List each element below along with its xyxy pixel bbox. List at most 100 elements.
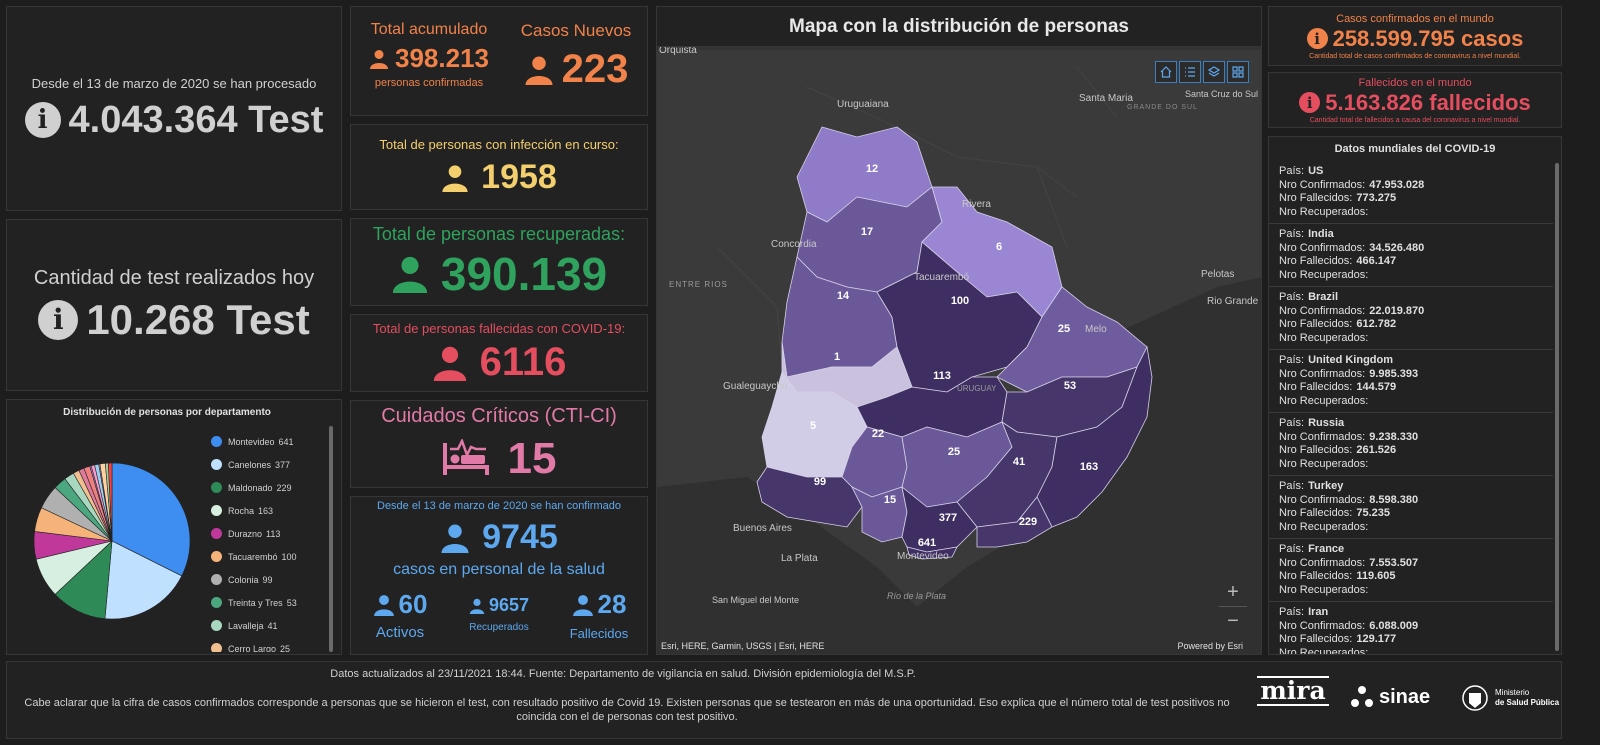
world-list-panel: Datos mundiales del COVID-19 País: US Nro … xyxy=(1268,136,1562,655)
region-label: 100 xyxy=(951,295,969,307)
world-field-label: País: xyxy=(1279,480,1305,492)
world-field-value: 8.598.380 xyxy=(1369,493,1419,506)
world-field-label: Nro Fallecidos: xyxy=(1279,444,1353,456)
cti-value: 15 xyxy=(507,433,557,483)
legend-item[interactable]: Tacuarembó 100 xyxy=(211,545,329,568)
world-country-item[interactable]: País: India Nro Confirmados: 34.526.480 Nro … xyxy=(1269,224,1553,287)
region-colonia[interactable] xyxy=(756,466,863,528)
svg-text:Pelotas: Pelotas xyxy=(1201,269,1234,280)
world-field-label: Nro Recuperados: xyxy=(1279,457,1369,470)
world-list-scrollbar[interactable] xyxy=(1555,163,1559,651)
legend-list-icon[interactable] xyxy=(1179,61,1201,83)
legend-swatch xyxy=(211,436,222,447)
world-field-label: Nro Confirmados: xyxy=(1279,556,1366,569)
accumulated-panel: Total acumulado 398.213 personas confirm… xyxy=(350,6,648,116)
layers-icon[interactable] xyxy=(1203,61,1225,83)
world-list[interactable]: País: US Nro Confirmados: 47.953.028 Nro Fal… xyxy=(1269,161,1553,654)
map-canvas[interactable]: 12 17 6 14 100 25 1 113 53 5 22 25 41 16… xyxy=(657,47,1262,655)
map-panel[interactable]: Mapa con la distribución de personas xyxy=(656,6,1262,655)
legend-label: Rocha xyxy=(228,505,255,516)
world-confirmed-panel: Casos confirmados en el mundo i 258.599.… xyxy=(1268,6,1562,66)
region-label: 15 xyxy=(884,494,896,506)
map-powered-by[interactable]: Powered by Esri xyxy=(1177,641,1243,651)
recovered-label: Total de personas recuperadas: xyxy=(372,223,626,244)
svg-text:Concordia: Concordia xyxy=(771,239,817,250)
legend-item[interactable]: Cerro Largo 25 xyxy=(211,637,329,652)
legend-value: 25 xyxy=(280,643,291,653)
person-icon xyxy=(392,256,427,293)
tests-label: Desde el 13 de marzo de 2020 se han proc… xyxy=(31,75,317,91)
region-label: 377 xyxy=(939,512,957,524)
region-maldonado[interactable] xyxy=(976,496,1053,548)
svg-text:Rio Grande: Rio Grande xyxy=(1207,296,1259,307)
person-icon xyxy=(370,49,388,69)
tests-panel: Desde el 13 de marzo de 2020 se han proc… xyxy=(6,6,342,211)
world-country-item[interactable]: País: Russia Nro Confirmados: 9.238.330 Nro … xyxy=(1269,413,1553,476)
legend-item[interactable]: Durazno 113 xyxy=(211,522,329,545)
world-field-value: 773.275 xyxy=(1356,192,1397,204)
world-country-item[interactable]: País: Turkey Nro Confirmados: 8.598.380 Nro … xyxy=(1269,476,1553,539)
world-country-item[interactable]: País: US Nro Confirmados: 47.953.028 Nro Fal… xyxy=(1269,161,1553,224)
world-field-label: Nro Recuperados: xyxy=(1279,331,1369,344)
world-field-value: 9.985.393 xyxy=(1369,367,1419,380)
world-country-item[interactable]: País: France Nro Confirmados: 7.553.507 Nro … xyxy=(1269,539,1553,602)
active-panel: Total de personas con infección en curso… xyxy=(350,124,648,210)
legend-label: Lavalleja xyxy=(228,620,264,631)
world-country-item[interactable]: País: Iran Nro Confirmados: 6.088.009 Nro Fa… xyxy=(1269,602,1553,654)
accumulated-value: 398.213 xyxy=(395,43,489,73)
region-label: 41 xyxy=(1013,456,1025,468)
legend-value: 99 xyxy=(262,574,273,585)
uruguay-regions[interactable] xyxy=(756,126,1153,560)
home-icon[interactable] xyxy=(1155,61,1177,83)
legend-swatch xyxy=(211,528,222,539)
world-field-label: Nro Confirmados: xyxy=(1279,493,1366,506)
map-attribution: Esri, HERE, Garmin, USGS | Esri, HERE xyxy=(661,641,825,651)
world-field-label: País: xyxy=(1279,417,1305,429)
legend-swatch xyxy=(211,597,222,608)
pie-slice-canelones[interactable] xyxy=(104,540,183,620)
health-activos-label: Activos xyxy=(375,624,425,641)
info-icon: i xyxy=(38,299,79,340)
pie-slice-montevideo[interactable] xyxy=(111,462,191,577)
legend-value: 113 xyxy=(266,528,281,539)
legend-label: Canelones xyxy=(228,459,272,470)
world-confirmed-note: Cantidad total de casos confirmados de c… xyxy=(1309,52,1521,60)
legend-item[interactable]: Colonia 99 xyxy=(211,568,329,591)
world-country-item[interactable]: País: United Kingdom Nro Confirmados: 9.985… xyxy=(1269,350,1553,413)
legend-scrollbar[interactable] xyxy=(329,426,333,652)
pie-slice-san-josé[interactable] xyxy=(107,462,113,542)
world-field-value: Brazil xyxy=(1308,291,1339,303)
svg-text:Tacuarembó: Tacuarembó xyxy=(914,272,969,283)
health-recuperados-value: 9657 xyxy=(488,595,530,615)
world-country-item[interactable]: País: Brazil Nro Confirmados: 22.019.870 Nro… xyxy=(1269,287,1553,350)
world-field-label: Nro Fallecidos: xyxy=(1279,570,1353,582)
legend-item[interactable]: Canelones 377 xyxy=(211,453,329,476)
zoom-out-button[interactable]: − xyxy=(1227,610,1239,632)
world-field-value: Iran xyxy=(1308,606,1329,618)
world-field-value: France xyxy=(1308,543,1345,555)
active-label: Total de personas con infección en curso… xyxy=(379,137,619,152)
legend-item[interactable]: Rocha 163 xyxy=(211,499,329,522)
map-title: Mapa con la distribución de personas xyxy=(789,15,1129,37)
region-montevideo[interactable] xyxy=(906,546,958,560)
svg-text:GRANDE DO SUL: GRANDE DO SUL xyxy=(1127,104,1198,111)
svg-text:Rivera: Rivera xyxy=(962,199,991,210)
svg-text:Orquista: Orquista xyxy=(659,47,697,56)
basemap-grid-icon[interactable] xyxy=(1227,61,1249,83)
health-staff-label: Desde el 13 de marzo de 2020 se han conf… xyxy=(377,500,621,512)
accumulated-sublabel: personas confirmadas xyxy=(374,77,484,89)
legend-item[interactable]: Treinta y Tres 53 xyxy=(211,591,329,614)
region-label: 53 xyxy=(1064,380,1076,392)
zoom-in-button[interactable]: + xyxy=(1227,581,1239,603)
legend-item[interactable]: Montevideo 641 xyxy=(211,430,329,453)
legend-item[interactable]: Maldonado 229 xyxy=(211,476,329,499)
world-field-label: Nro Recuperados: xyxy=(1279,268,1369,281)
world-field-label: Nro Confirmados: xyxy=(1279,619,1366,632)
world-field-label: Nro Confirmados: xyxy=(1279,430,1366,443)
msp-logo: Ministerio de Salud Pública xyxy=(1461,678,1561,718)
world-field-label: Nro Fallecidos: xyxy=(1279,507,1353,519)
health-fallecidos-label: Fallecidos xyxy=(569,626,629,641)
svg-text:San Miguel del Monte: San Miguel del Monte xyxy=(712,595,799,605)
legend-item[interactable]: Lavalleja 41 xyxy=(211,614,329,637)
world-field-value: United Kingdom xyxy=(1308,354,1394,366)
